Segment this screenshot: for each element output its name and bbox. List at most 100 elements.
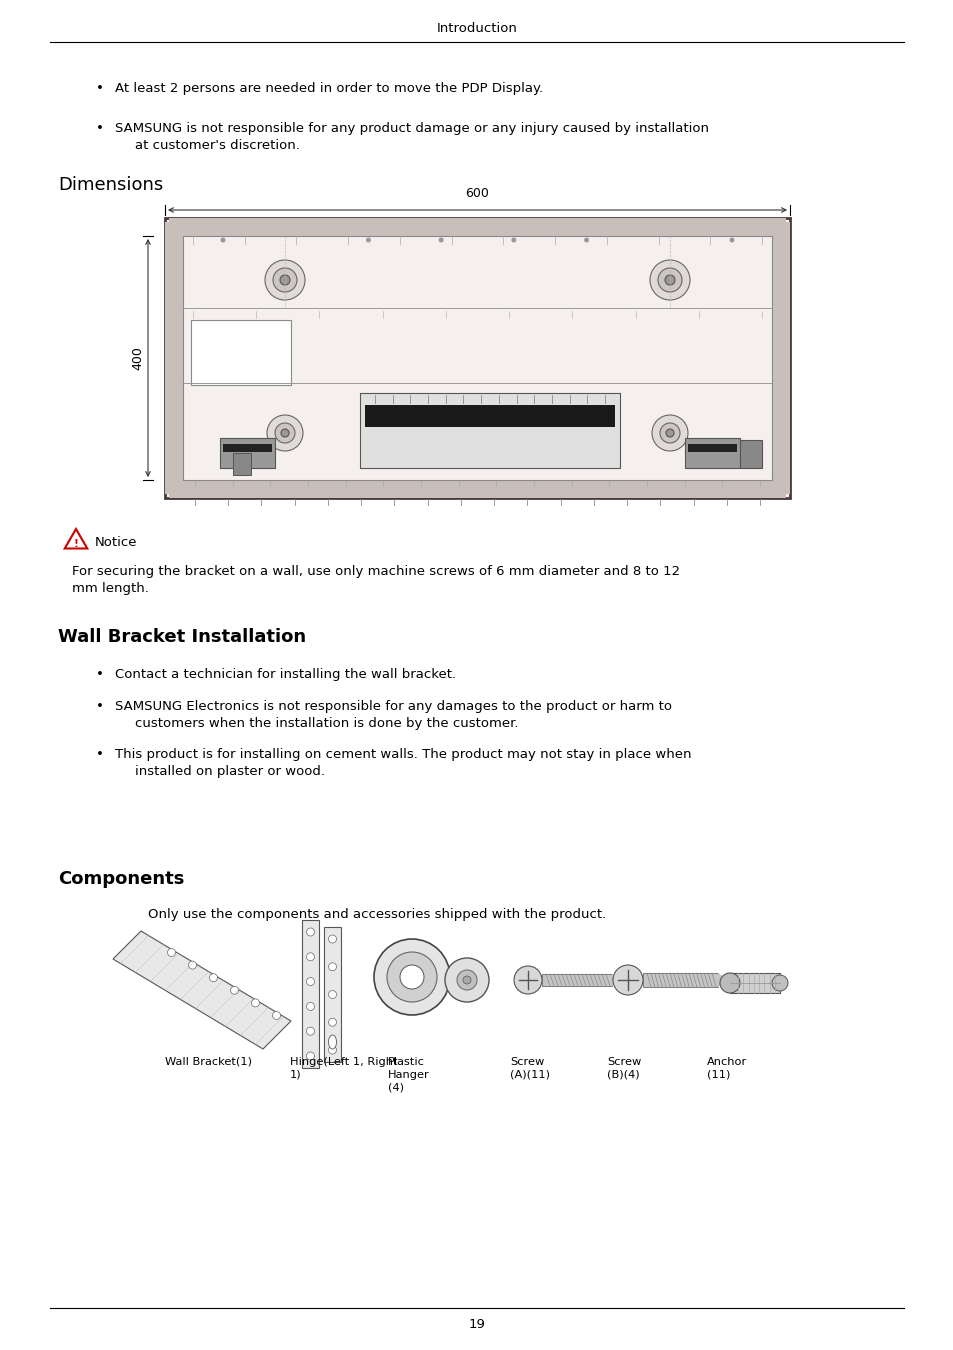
Circle shape [514,967,541,994]
Text: Screw
(A)(11): Screw (A)(11) [510,1057,550,1080]
Circle shape [306,1003,314,1010]
Text: For securing the bracket on a wall, use only machine screws of 6 mm diameter and: For securing the bracket on a wall, use … [71,566,679,578]
Bar [642,973,718,987]
Text: This product is for installing on cement walls. The product may not stay in plac: This product is for installing on cement… [115,748,691,761]
Text: 19: 19 [468,1319,485,1331]
Circle shape [273,1011,280,1019]
Text: installed on plaster or wood.: installed on plaster or wood. [135,765,325,778]
Text: SAMSUNG Electronics is not responsible for any damages to the product or harm to: SAMSUNG Electronics is not responsible f… [115,701,671,713]
Text: Hinge(Left 1, Right
1): Hinge(Left 1, Right 1) [290,1057,397,1080]
Circle shape [664,275,675,285]
Text: at customer's discretion.: at customer's discretion. [135,139,299,153]
Circle shape [720,973,740,994]
Circle shape [252,999,259,1007]
Circle shape [659,423,679,443]
Bar [233,454,251,475]
Text: customers when the installation is done by the customer.: customers when the installation is done … [135,717,518,730]
Circle shape [231,987,238,995]
Circle shape [613,965,642,995]
Bar [324,927,340,1062]
Text: Anchor
(11): Anchor (11) [706,1057,746,1080]
Circle shape [583,238,588,243]
Bar [169,481,785,498]
Circle shape [273,269,296,292]
Text: •: • [96,701,104,713]
Circle shape [462,976,471,984]
Circle shape [665,429,673,437]
Text: •: • [96,668,104,680]
Bar [359,393,619,468]
Text: SAMSUNG is not responsible for any product damage or any injury caused by instal: SAMSUNG is not responsible for any produ… [115,122,708,135]
Text: •: • [96,82,104,94]
Circle shape [306,977,314,986]
Text: Plastic
Hanger
(4): Plastic Hanger (4) [388,1057,429,1092]
Circle shape [220,238,225,243]
Circle shape [306,1027,314,1035]
Text: Wall Bracket(1): Wall Bracket(1) [165,1057,252,1066]
Text: Screw
(B)(4): Screw (B)(4) [606,1057,640,1080]
Bar [183,236,771,481]
Bar [220,437,274,468]
Polygon shape [612,973,621,985]
Text: At least 2 persons are needed in order to move the PDP Display.: At least 2 persons are needed in order t… [115,82,542,94]
Bar [541,973,612,985]
Circle shape [306,953,314,961]
Circle shape [771,975,787,991]
Circle shape [387,952,436,1002]
Circle shape [511,238,516,243]
Circle shape [328,936,336,944]
Circle shape [374,940,450,1015]
Polygon shape [112,931,291,1049]
Bar [169,217,785,236]
Polygon shape [718,973,727,987]
Bar [687,444,737,452]
Circle shape [649,261,689,300]
Text: 400: 400 [132,346,144,370]
Text: •: • [96,122,104,135]
Bar [365,405,615,427]
Circle shape [306,927,314,936]
Circle shape [265,261,305,300]
Text: Introduction: Introduction [436,22,517,35]
Text: 600: 600 [464,188,489,200]
Circle shape [651,414,687,451]
Circle shape [210,973,217,981]
Text: Notice: Notice [95,536,137,548]
Circle shape [328,1046,336,1054]
Bar [191,320,291,385]
Circle shape [189,961,196,969]
Circle shape [281,429,289,437]
Bar [729,973,780,994]
Bar [223,444,272,452]
Circle shape [328,991,336,999]
Ellipse shape [328,1035,336,1049]
Bar [302,919,318,1068]
Text: mm length.: mm length. [71,582,149,595]
Bar [740,440,761,468]
Bar [165,217,789,498]
Circle shape [366,238,371,243]
Circle shape [328,1018,336,1026]
Circle shape [444,958,489,1002]
Text: Components: Components [58,869,184,888]
Text: !: ! [73,539,78,549]
Bar [684,437,740,468]
Text: •: • [96,748,104,761]
Circle shape [306,1052,314,1060]
Circle shape [399,965,423,990]
Bar [165,221,183,494]
Circle shape [280,275,290,285]
Text: Wall Bracket Installation: Wall Bracket Installation [58,628,306,647]
Bar [771,221,789,494]
Text: Dimensions: Dimensions [58,176,163,194]
Circle shape [168,949,175,957]
Circle shape [267,414,303,451]
Circle shape [658,269,681,292]
Text: Contact a technician for installing the wall bracket.: Contact a technician for installing the … [115,668,456,680]
Text: Only use the components and accessories shipped with the product.: Only use the components and accessories … [148,909,605,921]
Circle shape [438,238,443,243]
Polygon shape [65,529,88,548]
Circle shape [274,423,294,443]
Circle shape [729,238,734,243]
Circle shape [456,971,476,990]
